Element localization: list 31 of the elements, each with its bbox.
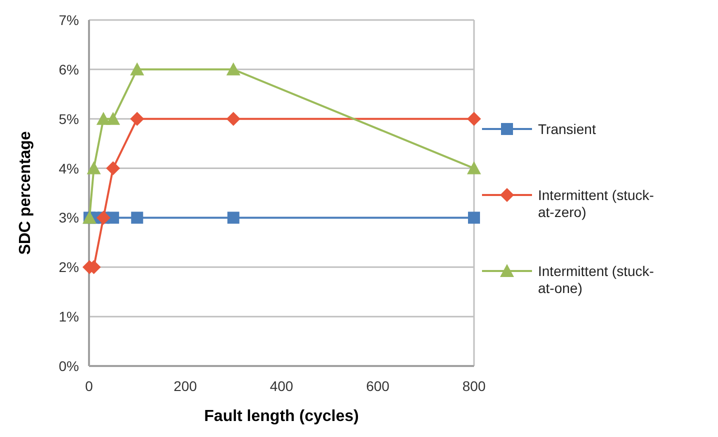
x-tick-label: 0 [85,378,94,394]
x-tick-label: 200 [174,378,198,394]
x-tick-label: 600 [366,378,390,394]
point [467,112,481,126]
y-tick-label: 6% [58,61,79,78]
point [226,112,240,126]
point [467,161,481,174]
y-tick-label: 2% [58,259,79,276]
x-tick-label: 400 [270,378,294,394]
x-tick-label: 800 [462,378,486,394]
y-tick-label: 3% [58,210,79,226]
point [106,161,120,176]
point [468,212,480,224]
point [86,161,101,174]
y-axis-title: SDC percentage [17,131,34,255]
legend-label: Transient [538,121,596,137]
point [131,212,144,224]
point [130,112,144,126]
legend-label: Intermittent (stuck-at-one) [538,263,654,296]
point [227,212,240,224]
y-tick-label: 1% [58,308,79,325]
x-axis-title: Fault length (cycles) [204,408,359,425]
point [226,62,240,76]
point [107,212,120,224]
y-tick-label: 0% [58,358,79,374]
y-tick-label: 5% [58,110,79,127]
point [106,112,120,125]
legend-label: Intermittent (stuck-at-zero) [538,187,654,220]
point [130,62,144,76]
y-tick-label: 4% [58,160,79,176]
y-tick-label: 7% [58,12,79,28]
